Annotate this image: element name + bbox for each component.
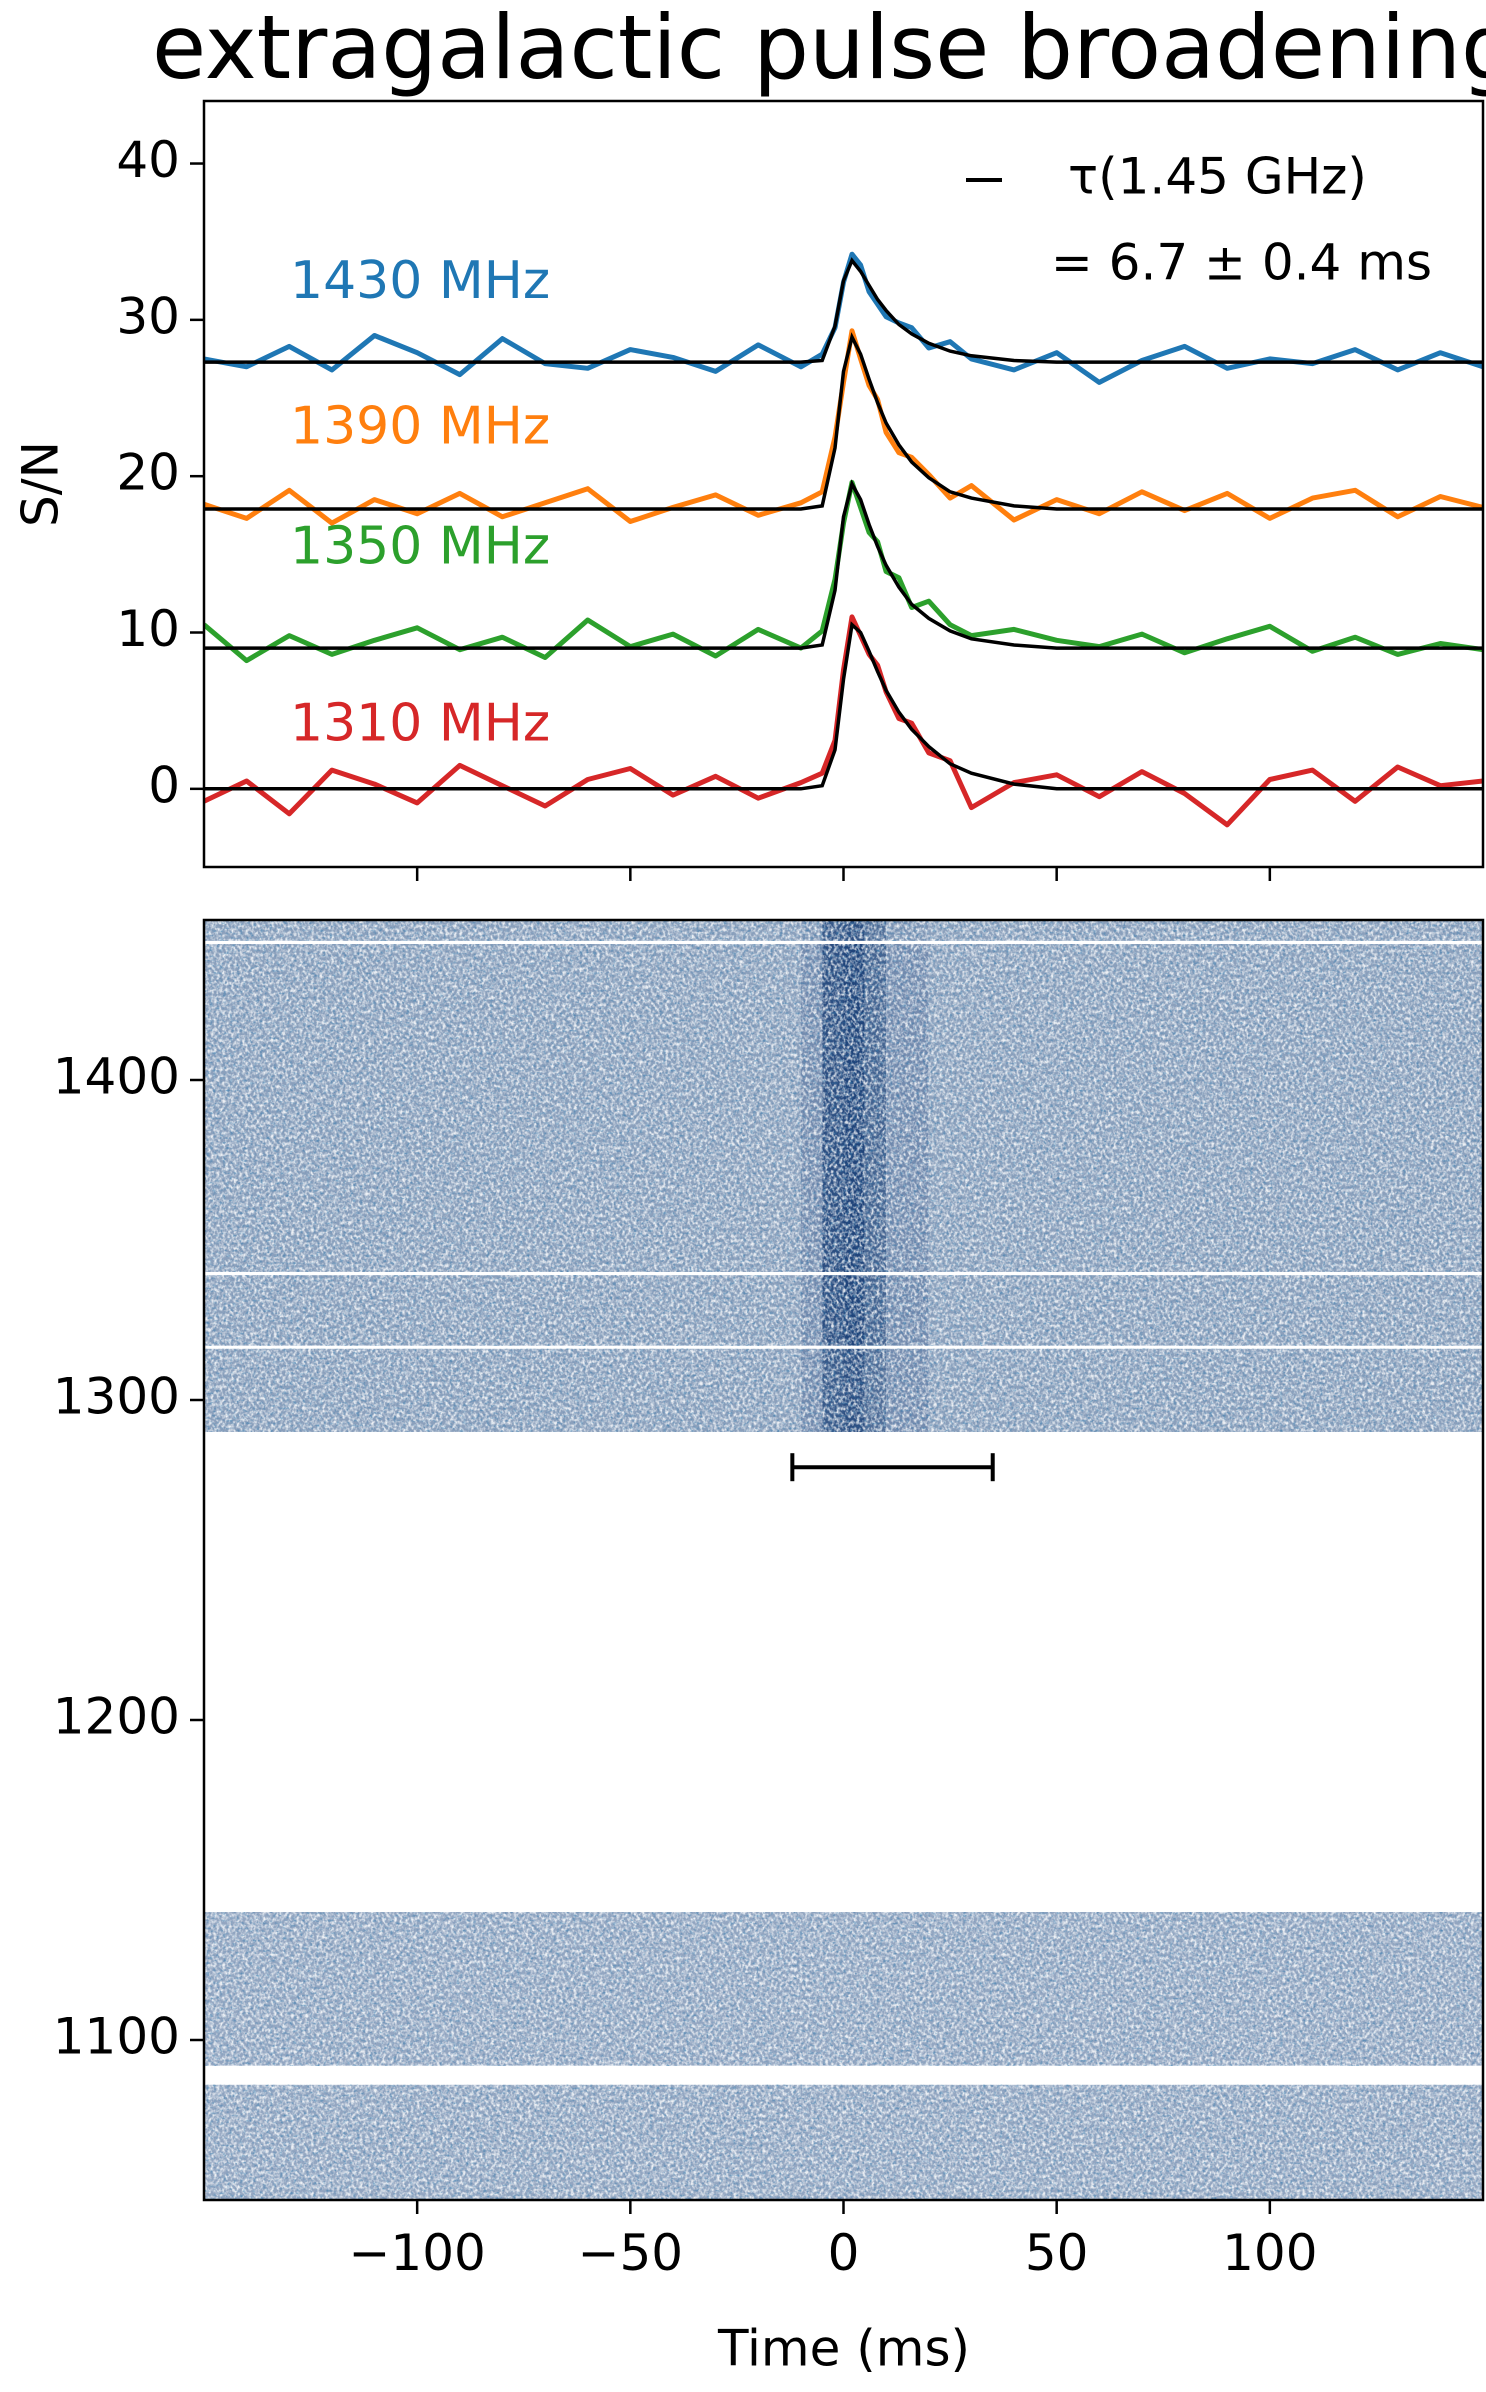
texture: [204, 1912, 1483, 2066]
series-label: 1350 MHz: [290, 517, 550, 577]
fit-line: [204, 621, 1483, 791]
fit-line: [204, 257, 1483, 364]
x-tick-label: 100: [1222, 2224, 1317, 2282]
x-axis-label: Time (ms): [717, 2320, 970, 2378]
x-tick-label: 0: [828, 2224, 860, 2282]
y-tick-label: 1300: [53, 1368, 180, 1426]
y-tick-label: 10: [116, 600, 180, 658]
texture: [204, 1275, 1483, 1346]
y-tick-label: 20: [116, 444, 180, 502]
plot-area: [204, 251, 1483, 828]
y-tick-label: 30: [116, 287, 180, 345]
texture: [204, 1348, 1483, 1432]
y-tick-label: 40: [116, 131, 180, 189]
series-line: [204, 479, 1483, 664]
texture: [204, 2084, 1483, 2200]
fit-line: [204, 479, 1483, 650]
series-label: 1310 MHz: [290, 693, 550, 753]
x-tick-label: −100: [348, 2224, 485, 2282]
y-tick-label: 0: [148, 756, 180, 814]
y-tick-label: 1100: [53, 2008, 180, 2066]
axes-frame: [202, 99, 1485, 869]
texture: [204, 920, 1483, 941]
series-label: 1390 MHz: [290, 396, 550, 456]
chart-title: extragalactic pulse broadening: [152, 0, 1486, 99]
fit-line: [204, 332, 1483, 511]
x-tick-label: −50: [578, 2224, 684, 2282]
y-tick-label: 1400: [53, 1048, 180, 1106]
series-label: 1430 MHz: [290, 251, 550, 311]
legend-label: τ(1.45 GHz): [1068, 148, 1367, 206]
y-axis-label: S/N: [12, 441, 70, 527]
x-tick-label: 50: [1025, 2224, 1089, 2282]
y-tick-label: 1200: [53, 1688, 180, 1746]
axes-frame: [202, 918, 1485, 2202]
texture: [204, 944, 1483, 1272]
fit-annotation: = 6.7 ± 0.4 ms: [1051, 234, 1432, 292]
